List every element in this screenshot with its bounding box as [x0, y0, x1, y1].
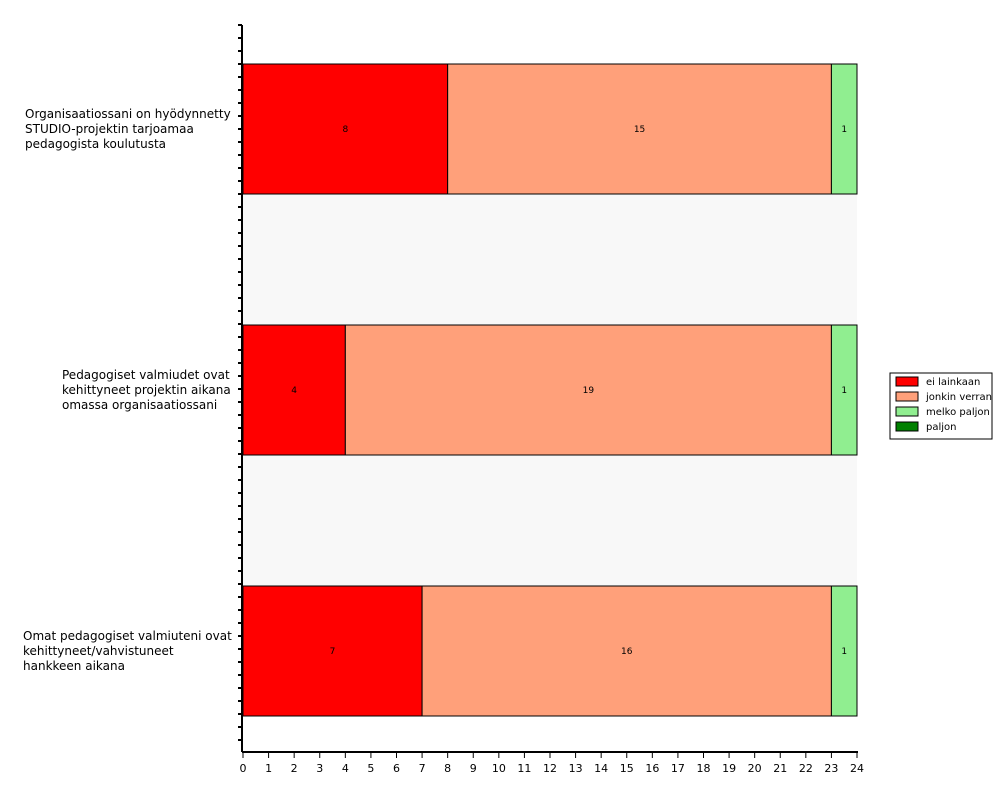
x-tick-label: 19 — [722, 762, 736, 775]
x-tick-label: 9 — [470, 762, 477, 775]
data-label: 4 — [291, 386, 297, 396]
x-tick-label: 5 — [367, 762, 374, 775]
legend-swatch — [895, 421, 919, 432]
legend-label: ei lainkaan — [926, 377, 980, 388]
category-label-line: omassa organisaatiossani — [62, 398, 217, 412]
x-tick-label: 16 — [645, 762, 659, 775]
x-tick-label: 4 — [342, 762, 349, 775]
category-label-line: pedagogista koulutusta — [25, 137, 166, 151]
category-label-line: kehittyneet projektin aikana — [62, 383, 231, 397]
x-tick-label: 14 — [594, 762, 608, 775]
x-tick-label: 8 — [444, 762, 451, 775]
x-tick-label: 17 — [671, 762, 685, 775]
x-tick-label: 3 — [316, 762, 323, 775]
legend-swatch — [895, 406, 919, 417]
bar-segment — [242, 63, 449, 195]
x-tick-label: 22 — [799, 762, 813, 775]
x-tick-label: 0 — [240, 762, 247, 775]
x-tick-label: 21 — [773, 762, 787, 775]
x-tick-label: 18 — [697, 762, 711, 775]
bar-segment — [242, 585, 423, 717]
x-tick-label: 10 — [492, 762, 506, 775]
plot-band — [243, 25, 857, 64]
x-tick-label: 12 — [543, 762, 557, 775]
bar-segment — [421, 585, 832, 717]
x-tick-label: 2 — [291, 762, 298, 775]
category-label-line: kehittyneet/vahvistuneet — [23, 644, 174, 658]
x-tick-label: 1 — [265, 762, 272, 775]
category-label: Omat pedagogiset valmiuteni ovat kehittyn… — [23, 629, 232, 673]
x-tick-label: 11 — [517, 762, 531, 775]
category-label-line: STUDIO-projektin tarjoamaa — [25, 122, 194, 136]
legend-label: jonkin verran — [925, 392, 992, 403]
data-label: 1 — [841, 125, 847, 135]
bar-segment — [242, 324, 346, 456]
data-label: 16 — [621, 647, 633, 657]
x-tick-label: 23 — [824, 762, 838, 775]
category-label-line: hankkeen aikana — [23, 659, 125, 673]
x-tick-label: 13 — [569, 762, 583, 775]
bar-segment — [830, 324, 858, 456]
x-tick-label: 6 — [393, 762, 400, 775]
data-label: 19 — [583, 386, 595, 396]
category-label-line: Pedagogiset valmiudet ovat — [62, 368, 230, 382]
plot-band — [243, 194, 857, 325]
category-label-line: Organisaatiossani on hyödynnetty — [25, 107, 231, 121]
x-tick-label: 15 — [620, 762, 634, 775]
legend-swatch — [895, 391, 919, 402]
x-tick-label: 20 — [748, 762, 762, 775]
legend-swatch — [895, 376, 919, 387]
bar-segment — [830, 63, 858, 195]
x-tick-label: 24 — [850, 762, 864, 775]
plot-band — [243, 455, 857, 586]
legend-label: melko paljon — [926, 407, 990, 418]
bar-segment — [344, 324, 832, 456]
bar-segment — [830, 585, 858, 717]
category-label-line: Omat pedagogiset valmiuteni ovat — [23, 629, 232, 643]
category-label: Pedagogiset valmiudet ovat kehittyneet pr… — [62, 368, 231, 412]
x-tick-label: 7 — [419, 762, 426, 775]
data-label: 1 — [841, 647, 847, 657]
data-label: 7 — [330, 647, 336, 657]
bar-segment — [447, 63, 832, 195]
data-label: 8 — [342, 125, 348, 135]
legend-label: paljon — [926, 422, 957, 433]
category-label: Organisaatiossani on hyödynnetty STUDIO-p… — [25, 107, 231, 151]
data-label: 1 — [841, 386, 847, 396]
data-label: 15 — [634, 125, 645, 135]
